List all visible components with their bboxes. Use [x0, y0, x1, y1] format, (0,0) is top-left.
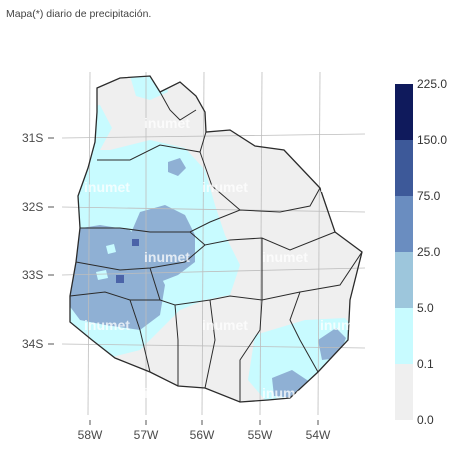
- legend-swatch-2: [395, 252, 413, 308]
- x-axis: 58W 57W 56W 55W 54W: [78, 420, 331, 442]
- precip-light-hole-2: [96, 270, 108, 280]
- watermark-7: inumet: [262, 249, 308, 265]
- graticule: [61, 71, 366, 416]
- watermark-9: inumet: [202, 317, 248, 333]
- watermark-4: inumet: [202, 179, 248, 195]
- watermark-6: inumet: [144, 249, 190, 265]
- legend-label-4: 75.0: [417, 189, 441, 203]
- x-tick-label-57w: 57W: [134, 428, 159, 442]
- watermark-10: inumet: [320, 317, 366, 333]
- legend: 0.0 0.1 5.0 25.0 75.0 150.0 225.0: [395, 77, 447, 427]
- legend-swatch-4: [395, 140, 413, 196]
- y-tick-label-31s: 31S: [22, 131, 43, 145]
- watermark-5: inumet: [320, 179, 366, 195]
- precip-heavy-cell-2: [116, 275, 124, 283]
- legend-swatch-0: [395, 364, 413, 420]
- watermark-12: inumet: [262, 385, 308, 401]
- legend-label-3: 25.0: [417, 245, 441, 259]
- x-tick-label-54w: 54W: [306, 428, 331, 442]
- precip-heavy-cell-1: [132, 239, 139, 246]
- watermark-2: inumet: [262, 113, 308, 129]
- x-tick-label-56w: 56W: [190, 428, 215, 442]
- watermark-8: inumet: [84, 317, 130, 333]
- y-axis: 31S 32S 33S 34S: [22, 131, 54, 351]
- precip-light-hole-1: [106, 244, 116, 254]
- legend-swatch-3: [395, 196, 413, 252]
- watermark-1: inumet: [144, 115, 190, 131]
- watermark-3: inumet: [84, 179, 130, 195]
- y-tick-label-33s: 33S: [22, 268, 43, 282]
- legend-label-5: 150.0: [417, 133, 447, 147]
- legend-swatch-1: [395, 308, 413, 364]
- country-outline: [69, 75, 363, 403]
- x-tick-label-58w: 58W: [78, 428, 103, 442]
- legend-label-1: 0.1: [417, 357, 434, 371]
- legend-label-6: 225.0: [417, 77, 447, 91]
- watermarks: inumet inumet inumet inumet inumet inume…: [84, 113, 366, 401]
- legend-label-2: 5.0: [417, 301, 434, 315]
- y-tick-label-32s: 32S: [22, 200, 43, 214]
- precip-moderate-west: [70, 225, 165, 330]
- watermark-11: inumet: [144, 385, 190, 401]
- precip-moderate-northcentral: [168, 158, 186, 176]
- legend-swatch-5: [395, 84, 413, 140]
- x-tick-label-55w: 55W: [248, 428, 273, 442]
- y-tick-label-34s: 34S: [22, 337, 43, 351]
- precipitation-layer: [70, 76, 360, 400]
- map-caption: Mapa(*) diario de precipitación.: [6, 8, 152, 20]
- legend-label-0: 0.0: [417, 413, 434, 427]
- department-borders: [69, 91, 363, 402]
